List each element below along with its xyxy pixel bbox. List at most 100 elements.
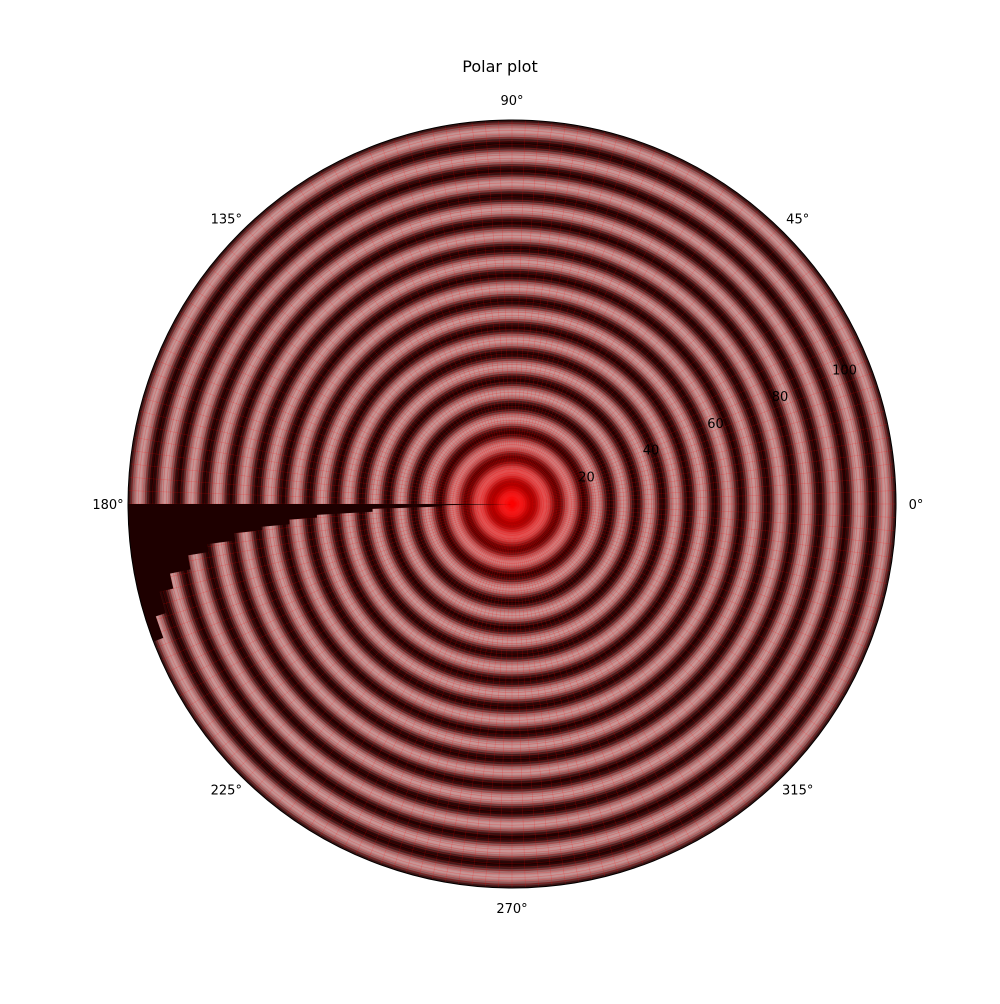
mesh-radial-line [331,164,513,505]
mesh-radial-line [511,185,727,505]
mesh-radial-line [201,503,513,730]
mesh-radial-line [209,267,513,505]
mesh-radial-line [511,335,858,505]
mesh-radial-line [201,278,513,505]
mesh-radial-line [166,335,513,505]
mesh-radial-line [166,503,513,673]
mesh-radial-line [511,201,749,505]
mesh-radial-line [133,437,513,505]
mesh-radial-line [511,503,882,611]
mesh-radial-line [275,201,513,505]
mesh-radial-line [511,503,893,558]
mesh-radial-line [445,503,513,883]
mesh-radial-line [511,227,779,505]
mesh-radial-line [511,503,888,585]
mesh-radial-line [155,503,513,649]
mesh-radial-line [511,503,644,865]
mesh-radial-line [142,397,513,505]
mesh-radial-line [186,300,513,505]
mesh-radial-line [511,237,789,505]
radial-tick-label: 60 [707,417,724,432]
mesh-radial-line [511,503,798,762]
mesh-radial-line [511,503,566,885]
mesh-radial-line [511,257,807,505]
mesh-radial-line [380,143,513,505]
mesh-radial-line [485,120,513,505]
mesh-radial-line [286,193,513,505]
mesh-radial-line [186,503,513,708]
mesh-radial-line [130,463,513,505]
mesh-radial-line [511,423,888,505]
mesh-radial-line [458,503,513,885]
mesh-radial-line [511,503,858,673]
mesh-radial-line [511,120,539,505]
mesh-radial-line [511,503,657,861]
mesh-radial-line [511,153,669,505]
mesh-radial-line [380,503,513,865]
mesh-radial-line [193,289,513,505]
mesh-radial-line [133,503,513,571]
mesh-radial-line [142,503,513,611]
mesh-radial-line [511,123,566,505]
mesh-radial-line [511,143,644,505]
mesh-radial-line [254,503,513,790]
mesh-radial-line [128,490,513,505]
mesh-radial-line [308,178,513,505]
mesh-radial-line [128,477,513,505]
mesh-radial-line [511,503,823,730]
mesh-radial-line [355,153,513,505]
mesh-radial-line [511,289,831,505]
mesh-radial-line [511,503,526,888]
mesh-radial-line [511,178,716,505]
mesh-radial-line [511,463,894,505]
mesh-radial-line [511,503,815,741]
mesh-radial-line [458,123,513,505]
mesh-radial-line [511,503,845,697]
mesh-radial-line [286,503,513,815]
mesh-radial-line [511,267,815,505]
mesh-radial-line [511,120,526,505]
mesh-radial-line [193,503,513,719]
mesh-radial-line [511,397,882,505]
mesh-radial-line [511,503,681,850]
mesh-radial-line [343,158,513,505]
mesh-radial-line [511,158,681,505]
mesh-radial-line [511,477,896,505]
mesh-radial-line [265,503,513,799]
angular-tick-label: 180° [92,498,123,513]
mesh-radial-line [511,311,845,505]
mesh-radial-line [431,128,513,505]
mesh-radial-line [511,503,631,870]
polar-frame [127,119,897,889]
mesh-radial-line [131,450,513,505]
mesh-radial-line [511,503,759,799]
mesh-radial-line [471,503,513,886]
mesh-radial-line [331,503,513,844]
mesh-radial-line [511,503,738,815]
mesh-radial-line [511,410,885,505]
mesh-radial-line [511,503,831,719]
mesh-radial-line [511,193,738,505]
mesh-radial-line [136,423,513,505]
angular-tick-label: 45° [786,212,809,227]
angular-tick-label: 0° [909,498,924,513]
mesh-radial-line [511,131,606,505]
mesh-radial-line [245,503,513,781]
mesh-radial-line [172,503,513,685]
mesh-radial-line [245,227,513,505]
mesh-radial-line [297,503,513,823]
mesh-radial-line [511,503,553,886]
angular-tick-label: 315° [782,784,813,799]
mesh-radial-line [265,209,513,505]
mesh-radial-line [511,147,657,505]
mesh-radial-line [511,503,896,531]
mesh-radial-line [367,147,513,505]
mesh-radial-line [179,311,513,505]
missing-wedge [128,504,512,667]
mesh-radial-line [511,503,878,623]
mesh-radial-line [511,503,749,807]
chart-title: Polar plot [462,57,538,76]
mesh-radial-line [209,503,513,741]
